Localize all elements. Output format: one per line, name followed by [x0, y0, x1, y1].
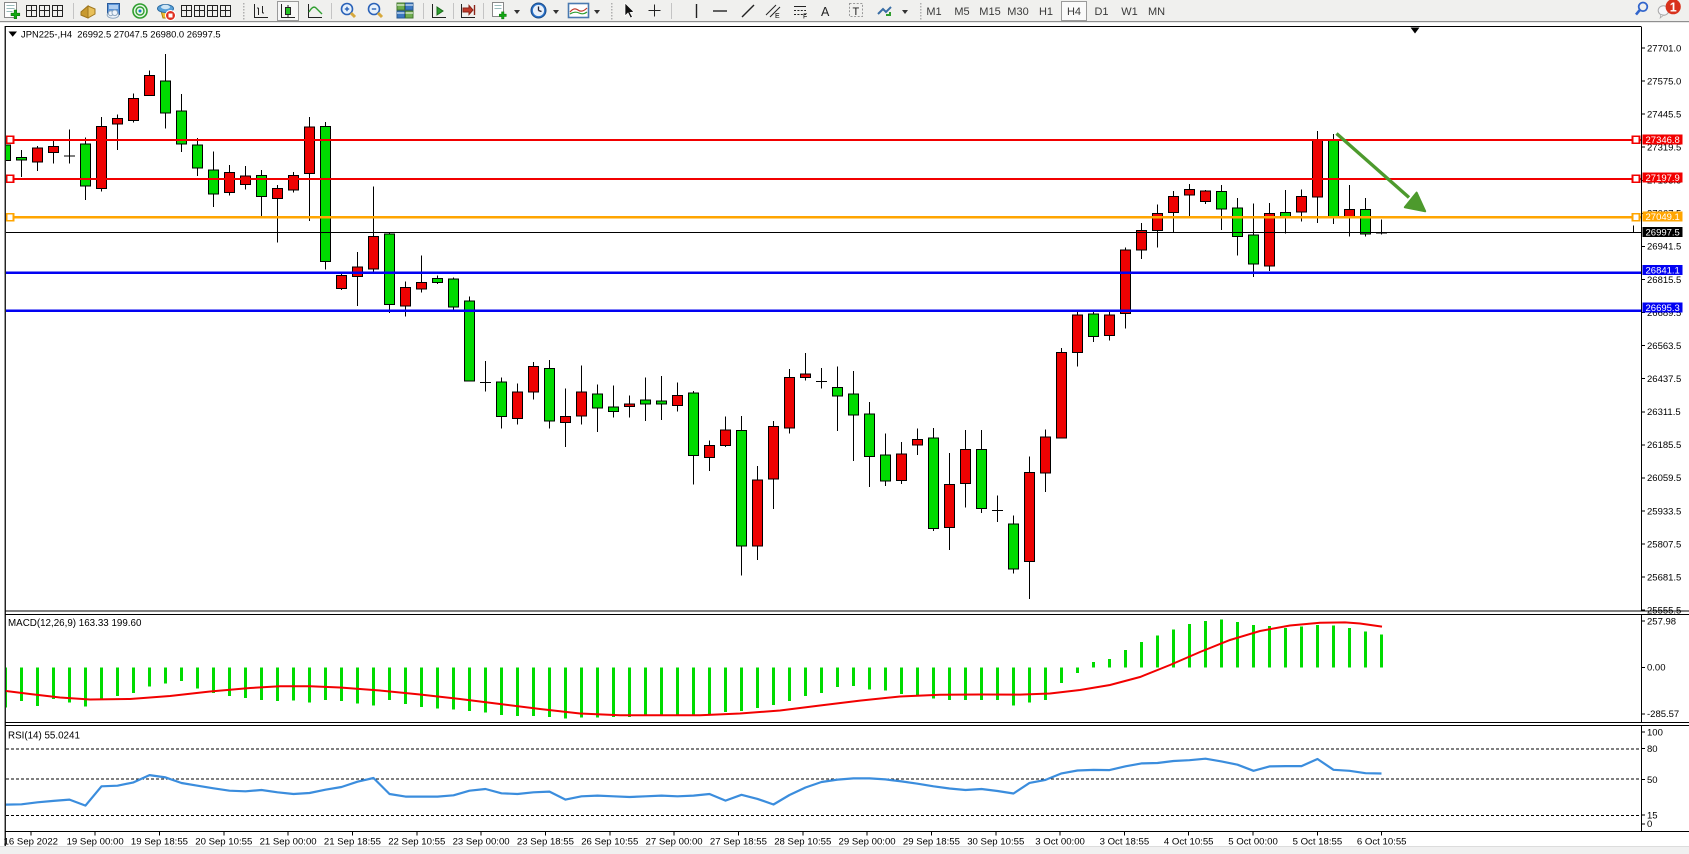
svg-text:16 Sep 2022: 16 Sep 2022: [4, 837, 58, 848]
svg-text:26185.5: 26185.5: [1647, 440, 1681, 451]
svg-text:50: 50: [1647, 775, 1658, 786]
svg-text:M30: M30: [1007, 6, 1028, 18]
svg-text:M5: M5: [954, 6, 969, 18]
svg-text:26941.5: 26941.5: [1647, 242, 1681, 253]
svg-text:H4: H4: [1067, 6, 1081, 18]
svg-text:26059.5: 26059.5: [1647, 473, 1681, 484]
svg-text:27319.5: 27319.5: [1647, 143, 1681, 154]
svg-text:27 Sep 18:55: 27 Sep 18:55: [710, 837, 767, 848]
svg-text:21 Sep 18:55: 21 Sep 18:55: [324, 837, 381, 848]
svg-text:E: E: [775, 13, 780, 20]
svg-text:28 Sep 10:55: 28 Sep 10:55: [774, 837, 831, 848]
svg-text:27049.1: 27049.1: [1646, 212, 1680, 223]
svg-text:27197.9: 27197.9: [1646, 173, 1680, 184]
svg-text:1: 1: [1670, 0, 1677, 14]
svg-text:26311.5: 26311.5: [1647, 407, 1681, 418]
svg-text:26695.3: 26695.3: [1646, 303, 1680, 314]
svg-text:100: 100: [1647, 727, 1663, 738]
svg-text:5 Oct 18:55: 5 Oct 18:55: [1293, 837, 1343, 848]
svg-text:4 Oct 10:55: 4 Oct 10:55: [1164, 837, 1214, 848]
svg-text:D1: D1: [1094, 6, 1108, 18]
svg-text:30 Sep 10:55: 30 Sep 10:55: [967, 837, 1024, 848]
svg-text:25555.5: 25555.5: [1647, 605, 1681, 616]
svg-text:19 Sep 18:55: 19 Sep 18:55: [131, 837, 188, 848]
svg-text:27 Sep 00:00: 27 Sep 00:00: [646, 837, 703, 848]
svg-text:0.00: 0.00: [1647, 663, 1666, 674]
svg-text:3 Oct 18:55: 3 Oct 18:55: [1100, 837, 1150, 848]
svg-text:23 Sep 18:55: 23 Sep 18:55: [517, 837, 574, 848]
svg-text:257.98: 257.98: [1647, 616, 1676, 627]
svg-text:20 Sep 10:55: 20 Sep 10:55: [195, 837, 252, 848]
svg-text:26841.1: 26841.1: [1646, 265, 1680, 276]
svg-text:19 Sep 00:00: 19 Sep 00:00: [67, 837, 124, 848]
svg-text:26437.5: 26437.5: [1647, 374, 1681, 385]
svg-text:F: F: [803, 14, 807, 21]
svg-text:27346.8: 27346.8: [1646, 135, 1680, 146]
svg-text:T: T: [853, 6, 860, 18]
svg-text:27575.0: 27575.0: [1647, 76, 1681, 87]
svg-text:H1: H1: [1039, 6, 1053, 18]
svg-text:15: 15: [1647, 810, 1658, 821]
svg-text:5 Oct 00:00: 5 Oct 00:00: [1228, 837, 1278, 848]
svg-text:26 Sep 10:55: 26 Sep 10:55: [581, 837, 638, 848]
svg-text:3 Oct 00:00: 3 Oct 00:00: [1035, 837, 1085, 848]
svg-text:-285.57: -285.57: [1647, 709, 1679, 720]
svg-text:MACD(12,26,9) 163.33 199.60: MACD(12,26,9) 163.33 199.60: [8, 618, 142, 629]
svg-text:0: 0: [1647, 819, 1652, 830]
svg-text:27701.0: 27701.0: [1647, 43, 1681, 54]
svg-text:25933.5: 25933.5: [1647, 506, 1681, 517]
svg-text:26563.5: 26563.5: [1647, 341, 1681, 352]
svg-text:29 Sep 18:55: 29 Sep 18:55: [903, 837, 960, 848]
svg-text:25807.5: 25807.5: [1647, 539, 1681, 550]
svg-text:29 Sep 00:00: 29 Sep 00:00: [839, 837, 896, 848]
svg-text:25681.5: 25681.5: [1647, 572, 1681, 583]
svg-text:23 Sep 00:00: 23 Sep 00:00: [453, 837, 510, 848]
svg-text:6 Oct 10:55: 6 Oct 10:55: [1357, 837, 1407, 848]
svg-text:RSI(14) 55.0241: RSI(14) 55.0241: [8, 731, 80, 742]
svg-text:JPN225-,H4 26992.5 27047.5 26: JPN225-,H4 26992.5 27047.5 26980.0 26997…: [21, 28, 221, 39]
svg-text:26815.5: 26815.5: [1647, 275, 1681, 286]
svg-text:80: 80: [1647, 744, 1658, 755]
svg-text:M1: M1: [926, 6, 941, 18]
svg-text:27445.5: 27445.5: [1647, 109, 1681, 120]
svg-text:26997.5: 26997.5: [1646, 227, 1680, 238]
svg-text:MN: MN: [1148, 6, 1165, 18]
svg-text:W1: W1: [1121, 6, 1138, 18]
svg-text:A: A: [821, 5, 830, 19]
svg-text:22 Sep 10:55: 22 Sep 10:55: [388, 837, 445, 848]
svg-text:21 Sep 00:00: 21 Sep 00:00: [260, 837, 317, 848]
svg-text:26689.5: 26689.5: [1647, 308, 1681, 319]
svg-text:M15: M15: [979, 6, 1000, 18]
